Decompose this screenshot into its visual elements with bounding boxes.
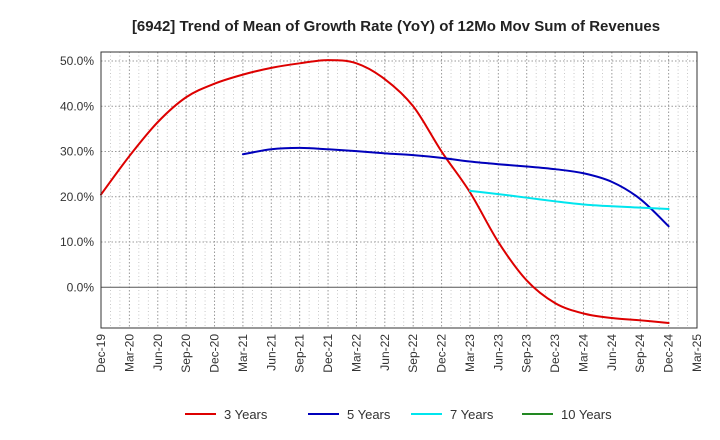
legend-label: 5 Years bbox=[347, 407, 391, 422]
x-tick-label: Dec-24 bbox=[662, 334, 676, 373]
x-axis-ticks: Dec-19 Mar-20 Jun-20 Sep-20 Dec-20 Mar-21 Jun-… bbox=[94, 334, 704, 373]
x-tick-label: Dec-21 bbox=[321, 334, 335, 373]
grid bbox=[101, 52, 697, 328]
x-tick-label: Dec-19 bbox=[94, 334, 108, 373]
series-lines bbox=[100, 59, 670, 325]
x-tick-label: Sep-21 bbox=[293, 334, 307, 373]
legend-label: 3 Years bbox=[224, 407, 268, 422]
plot-frame bbox=[100, 51, 698, 329]
y-tick-label: 20.0% bbox=[60, 190, 94, 204]
x-tick-label: Mar-25 bbox=[690, 334, 704, 372]
x-tick-label: Dec-20 bbox=[208, 334, 222, 373]
x-tick-label: Dec-23 bbox=[548, 334, 562, 373]
x-tick-label: Mar-21 bbox=[236, 334, 250, 372]
x-tick-label: Mar-22 bbox=[349, 334, 363, 372]
chart-title: [6942] Trend of Mean of Growth Rate (YoY… bbox=[132, 18, 660, 35]
series-line-2 bbox=[241, 146, 670, 228]
y-tick-label: 30.0% bbox=[60, 145, 94, 159]
x-tick-label: Jun-21 bbox=[264, 334, 278, 371]
y-tick-label: 40.0% bbox=[60, 99, 94, 113]
x-tick-label: Sep-22 bbox=[406, 334, 420, 373]
x-tick-label: Sep-23 bbox=[520, 334, 534, 373]
y-tick-label: 10.0% bbox=[60, 235, 94, 249]
plot-background bbox=[101, 52, 697, 328]
y-axis-ticks: 0.0% 10.0% 20.0% 30.0% 40.0% 50.0% bbox=[60, 54, 94, 294]
series-line-3 bbox=[468, 189, 670, 210]
x-tick-label: Mar-23 bbox=[463, 334, 477, 372]
x-tick-label: Jun-22 bbox=[378, 334, 392, 371]
series-line-1 bbox=[100, 59, 670, 325]
legend: 3 Years 5 Years 7 Years 10 Years bbox=[185, 407, 612, 422]
x-tick-label: Mar-24 bbox=[576, 334, 590, 372]
x-tick-label: Jun-24 bbox=[605, 334, 619, 371]
x-tick-label: Sep-20 bbox=[179, 334, 193, 373]
legend-label: 7 Years bbox=[450, 407, 494, 422]
x-tick-label: Dec-22 bbox=[435, 334, 449, 373]
y-tick-label: 50.0% bbox=[60, 54, 94, 68]
legend-label: 10 Years bbox=[561, 407, 612, 422]
x-tick-label: Jun-23 bbox=[491, 334, 505, 371]
x-tick-label: Mar-20 bbox=[122, 334, 136, 372]
x-tick-label: Sep-24 bbox=[633, 334, 647, 373]
x-tick-label: Jun-20 bbox=[151, 334, 165, 371]
y-tick-label: 0.0% bbox=[67, 280, 95, 294]
